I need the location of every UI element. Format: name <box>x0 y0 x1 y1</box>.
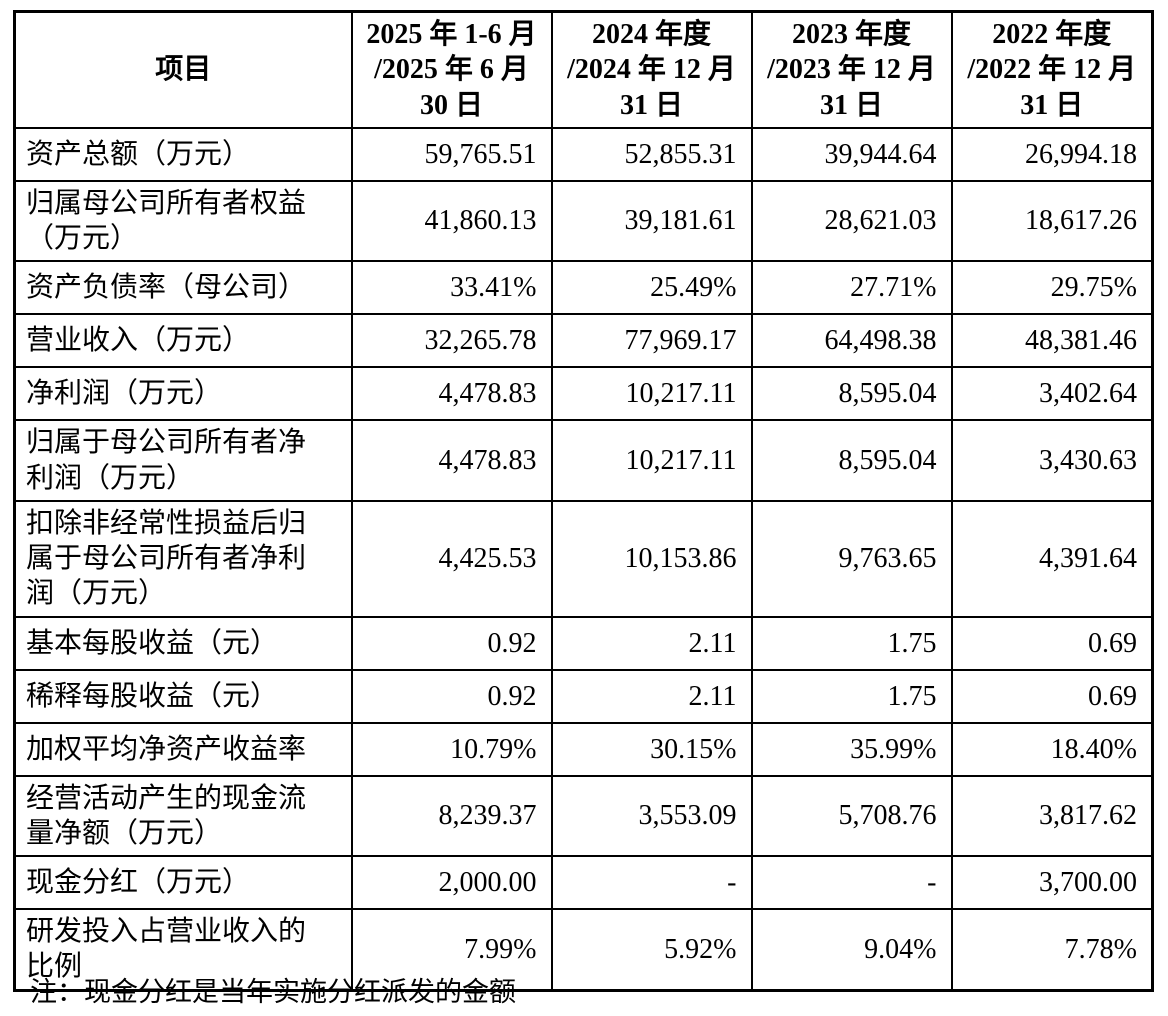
table-row: 稀释每股收益（元） 0.92 2.11 1.75 0.69 <box>13 668 1154 724</box>
table-cell: 4,425.53 <box>350 499 553 618</box>
table-cell: 35.99% <box>750 721 953 777</box>
table-row: 归属于母公司所有者净 利润（万元） 4,478.83 10,217.11 8,595.… <box>13 419 1154 502</box>
table-cell: 0.69 <box>950 668 1154 724</box>
table-cell: 2,000.00 <box>350 855 553 911</box>
table-cell: 64,498.38 <box>750 313 953 369</box>
column-header-item: 项目 <box>13 10 353 129</box>
table-cell: 26,994.18 <box>950 126 1154 182</box>
table-cell: 2.11 <box>550 615 753 671</box>
row-label: 营业收入（万元） <box>13 313 353 369</box>
table-cell: 10.79% <box>350 721 553 777</box>
table-cell: 7.99% <box>350 908 553 992</box>
table-row: 扣除非经常性损益后归 属于母公司所有者净利 润（万元） 4,425.53 10,15… <box>13 499 1154 618</box>
table-cell: 3,553.09 <box>550 774 753 858</box>
table-cell: 39,944.64 <box>750 126 953 182</box>
table-cell: 5.92% <box>550 908 753 992</box>
table-cell: 4,478.83 <box>350 366 553 422</box>
table-cell: 10,217.11 <box>550 366 753 422</box>
table-row: 研发投入占营业收入的 比例 7.99% 5.92% 9.04% 7.78% <box>13 908 1154 992</box>
row-label: 稀释每股收益（元） <box>13 668 353 724</box>
table-cell: 0.92 <box>350 668 553 724</box>
row-label: 研发投入占营业收入的 比例 <box>13 908 353 992</box>
row-label: 经营活动产生的现金流 量净额（万元） <box>13 774 353 858</box>
table-cell: 0.92 <box>350 615 553 671</box>
table-cell: 30.15% <box>550 721 753 777</box>
table-cell: 2.11 <box>550 668 753 724</box>
table-row: 经营活动产生的现金流 量净额（万元） 8,239.37 3,553.09 5,708.… <box>13 774 1154 858</box>
table-cell: 5,708.76 <box>750 774 953 858</box>
row-label: 加权平均净资产收益率 <box>13 721 353 777</box>
table-row: 归属母公司所有者权益 （万元） 41,860.13 39,181.61 28,621.… <box>13 179 1154 263</box>
column-header-period-2025: 2025 年 1-6 月 /2025 年 6 月 30 日 <box>350 10 553 129</box>
row-label: 扣除非经常性损益后归 属于母公司所有者净利 润（万元） <box>13 499 353 618</box>
table-cell: 3,430.63 <box>950 419 1154 502</box>
row-label: 现金分红（万元） <box>13 855 353 911</box>
table-cell: 8,239.37 <box>350 774 553 858</box>
table-cell: 27.71% <box>750 260 953 316</box>
column-header-period-2024: 2024 年度 /2024 年 12 月 31 日 <box>550 10 753 129</box>
table-cell: 1.75 <box>750 668 953 724</box>
table-cell: 39,181.61 <box>550 179 753 263</box>
table-row: 基本每股收益（元） 0.92 2.11 1.75 0.69 <box>13 615 1154 671</box>
column-header-period-2022: 2022 年度 /2022 年 12 月 31 日 <box>950 10 1154 129</box>
table-cell: - <box>750 855 953 911</box>
financial-summary-table: 项目 2025 年 1-6 月 /2025 年 6 月 30 日 2024 年度… <box>13 10 1154 992</box>
row-label: 归属母公司所有者权益 （万元） <box>13 179 353 263</box>
table-row: 营业收入（万元） 32,265.78 77,969.17 64,498.38 48,38… <box>13 313 1154 369</box>
table-cell: 8,595.04 <box>750 366 953 422</box>
table-cell: 10,153.86 <box>550 499 753 618</box>
table-cell: 25.49% <box>550 260 753 316</box>
row-label: 归属于母公司所有者净 利润（万元） <box>13 419 353 502</box>
table-cell: 77,969.17 <box>550 313 753 369</box>
table-cell: 0.69 <box>950 615 1154 671</box>
table-cell: 18.40% <box>950 721 1154 777</box>
table-cell: 3,817.62 <box>950 774 1154 858</box>
table-cell: 4,391.64 <box>950 499 1154 618</box>
footnote: 注：现金分红是当年实施分红派发的金额 <box>30 977 516 1007</box>
table-cell: 28,621.03 <box>750 179 953 263</box>
table-cell: 3,402.64 <box>950 366 1154 422</box>
row-label: 资产负债率（母公司） <box>13 260 353 316</box>
table-row: 资产总额（万元） 59,765.51 52,855.31 39,944.64 26,99… <box>13 126 1154 182</box>
table-row: 净利润（万元） 4,478.83 10,217.11 8,595.04 3,402.64 <box>13 366 1154 422</box>
table-cell: 29.75% <box>950 260 1154 316</box>
table-cell: - <box>550 855 753 911</box>
table-cell: 59,765.51 <box>350 126 553 182</box>
header-row: 项目 2025 年 1-6 月 /2025 年 6 月 30 日 2024 年度… <box>13 10 1154 129</box>
table-cell: 7.78% <box>950 908 1154 992</box>
table-cell: 8,595.04 <box>750 419 953 502</box>
table-cell: 1.75 <box>750 615 953 671</box>
table-cell: 52,855.31 <box>550 126 753 182</box>
row-label: 资产总额（万元） <box>13 126 353 182</box>
table-row: 资产负债率（母公司） 33.41% 25.49% 27.71% 29.75% <box>13 260 1154 316</box>
table-cell: 9.04% <box>750 908 953 992</box>
table-cell: 4,478.83 <box>350 419 553 502</box>
row-label: 基本每股收益（元） <box>13 615 353 671</box>
table-cell: 48,381.46 <box>950 313 1154 369</box>
table-cell: 9,763.65 <box>750 499 953 618</box>
table-cell: 10,217.11 <box>550 419 753 502</box>
column-header-period-2023: 2023 年度 /2023 年 12 月 31 日 <box>750 10 953 129</box>
table-row: 现金分红（万元） 2,000.00- -3,700.00 <box>13 855 1154 911</box>
table-cell: 3,700.00 <box>950 855 1154 911</box>
table-row: 加权平均净资产收益率 10.79% 30.15% 35.99% 18.40% <box>13 721 1154 777</box>
table-cell: 18,617.26 <box>950 179 1154 263</box>
table-cell: 33.41% <box>350 260 553 316</box>
table-cell: 32,265.78 <box>350 313 553 369</box>
row-label: 净利润（万元） <box>13 366 353 422</box>
table-cell: 41,860.13 <box>350 179 553 263</box>
